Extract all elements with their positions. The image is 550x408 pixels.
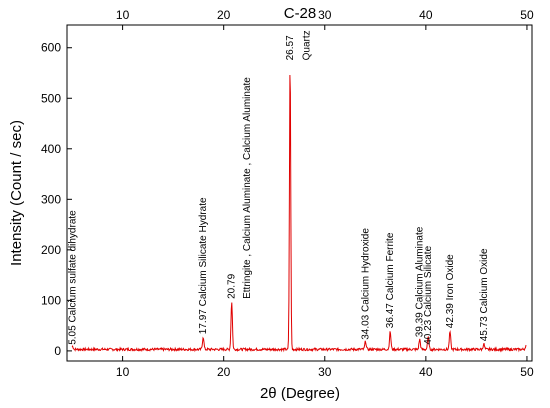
x-tick-label: 10: [116, 365, 130, 379]
x-tick-label: 20: [217, 365, 231, 379]
x-tick-label-top: 30: [318, 8, 332, 22]
peak-annotation: 40.23 Calcium Silicate: [423, 245, 434, 344]
series-line-c28: [71, 74, 527, 353]
peak-annotations: 5.05 Calcium sulfate dihydrate 17.97 Calc…: [68, 30, 490, 344]
peak-annotation: 45.73 Calcium Oxide: [479, 248, 490, 341]
plot-frame: [66, 24, 533, 362]
x-axis-title: 2θ (Degree): [260, 385, 340, 402]
y-tick-label: 0: [54, 344, 61, 358]
peak-annotation: 36.47 Calcium Ferrite: [385, 232, 396, 328]
peak-annotation: 42.39 Iron Oxide: [445, 254, 456, 328]
x-tick-label: 30: [318, 365, 332, 379]
y-tick-label: 400: [41, 142, 61, 156]
peak-annotation: 39.39 Calcium Aluminate: [415, 226, 426, 337]
peak-annotation: Quartz: [302, 30, 313, 60]
x-tick-label-top: 40: [419, 8, 433, 22]
x-tick-label-top: 20: [217, 8, 231, 22]
y-tick-label: 200: [41, 243, 61, 257]
y-tick-label: 600: [41, 41, 61, 55]
peak-annotation: 17.97 Calcium Silicate Hydrate: [198, 197, 209, 334]
x-tick-label-top: 50: [520, 8, 534, 22]
y-tick-label: 300: [41, 192, 61, 206]
chart-title: C-28: [284, 5, 317, 22]
y-axis-title: Intensity (Count / sec): [8, 120, 25, 266]
x-tick-label: 50: [520, 365, 534, 379]
x-tick-label-top: 10: [116, 8, 130, 22]
y-tick-label: 500: [41, 91, 61, 105]
peak-annotation: 34.03 Calcium Hydroxide: [361, 228, 372, 340]
peak-annotation: 26.57: [285, 35, 296, 60]
x-tick-label: 40: [419, 365, 433, 379]
peak-annotation: Ettringite , Calcium Aluminate , Calcium…: [242, 77, 253, 299]
y-tick-label: 100: [41, 293, 61, 307]
peak-annotation: 5.05 Calcium sulfate dihydrate: [68, 210, 79, 345]
peak-annotation: 20.79: [227, 273, 238, 298]
